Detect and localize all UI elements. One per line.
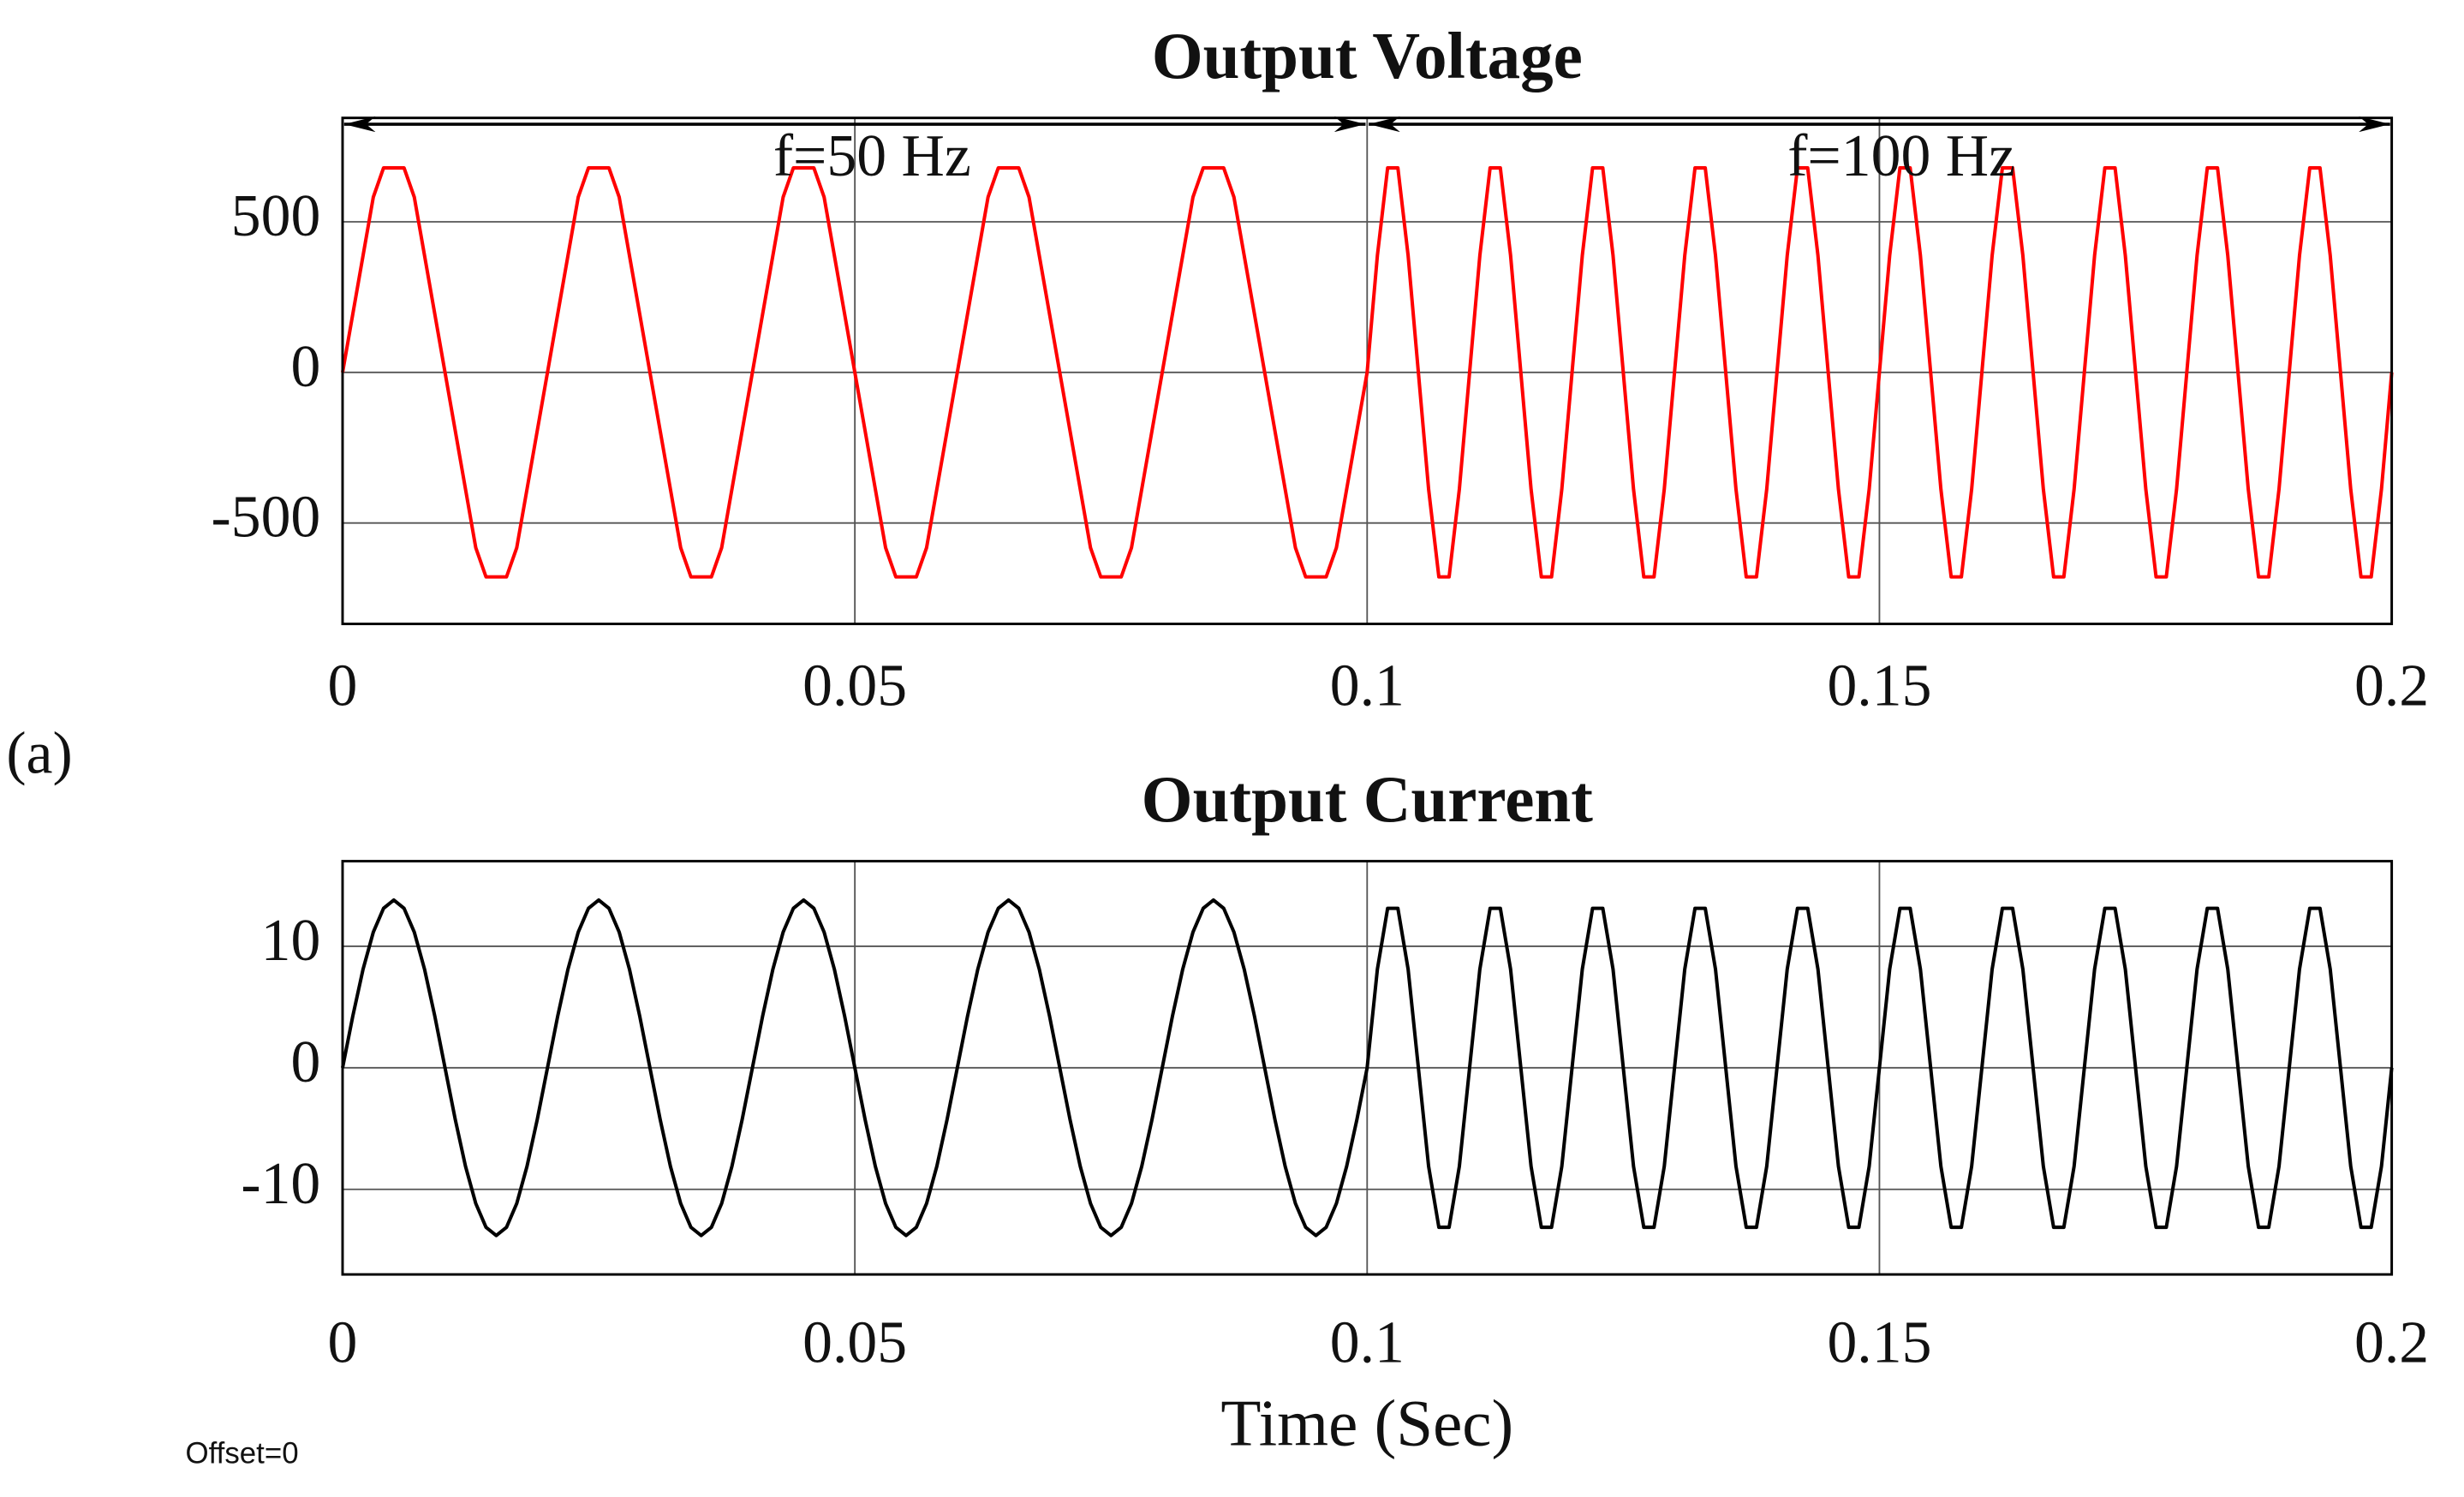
- x-axis-label: Time (Sec): [1220, 1386, 1513, 1459]
- x-tick-label: 0.1: [1330, 1309, 1405, 1375]
- frequency-annotation: f=100 Hz: [1787, 123, 2015, 189]
- chart-title: Output Current: [1142, 762, 1594, 836]
- chart-title: Output Voltage: [1152, 19, 1583, 92]
- x-tick-label: 0.2: [2354, 653, 2429, 719]
- axes-frame: [341, 860, 2394, 1276]
- x-tick-label: 0.2: [2354, 1309, 2429, 1375]
- y-tick-label: -500: [212, 485, 321, 551]
- axes-frame: [341, 116, 2394, 625]
- y-tick-label: -10: [241, 1151, 320, 1217]
- y-tick-label: 0: [290, 334, 320, 400]
- data-line: [341, 898, 2394, 1238]
- x-tick-label: 0.15: [1827, 1309, 1931, 1375]
- x-tick-label: 0.15: [1827, 653, 1931, 719]
- x-tick-label: 0.1: [1330, 653, 1405, 719]
- x-tick-label: 0: [328, 1309, 358, 1375]
- x-tick-label: 0.05: [802, 653, 907, 719]
- y-tick-label: 500: [231, 183, 321, 249]
- data-line: [341, 166, 2394, 579]
- frequency-annotation: f=50 Hz: [773, 123, 971, 189]
- panel-label: (a): [6, 720, 72, 786]
- x-tick-label: 0.05: [802, 1309, 907, 1375]
- x-tick-label: 0: [328, 653, 358, 719]
- offset-note: Offset=0: [186, 1436, 299, 1470]
- y-tick-label: 10: [261, 908, 321, 974]
- y-tick-label: 0: [290, 1029, 320, 1095]
